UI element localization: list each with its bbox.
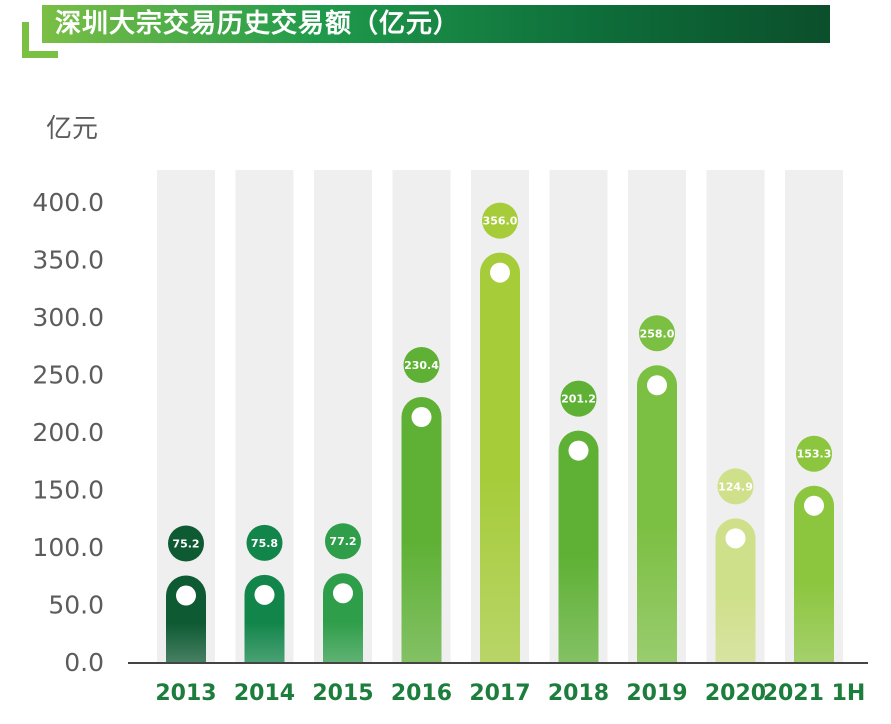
value-badge <box>482 202 518 239</box>
y-tick-label: 200.0 <box>32 418 104 447</box>
data-label: 230.4 <box>404 359 439 372</box>
bar <box>480 252 520 662</box>
bar <box>166 575 206 662</box>
y-tick-label: 400.0 <box>32 188 104 217</box>
data-label: 75.2 <box>172 538 199 551</box>
bar-marker <box>333 583 353 604</box>
x-tick-label: 2013 <box>155 681 216 706</box>
y-tick-label: 50.0 <box>48 591 104 620</box>
bar-marker <box>490 262 510 283</box>
bar <box>244 574 285 662</box>
corner-mark <box>22 22 58 58</box>
x-tick-label: 2018 <box>548 681 609 706</box>
data-label: 201.2 <box>561 393 596 406</box>
y-tick-label: 350.0 <box>32 246 104 275</box>
data-label: 124.9 <box>718 480 753 493</box>
x-tick-label: 2015 <box>312 681 373 706</box>
chart-title: 深圳大宗交易历史交易额（亿元） <box>55 9 461 39</box>
bar-marker <box>411 407 432 428</box>
y-tick-label: 250.0 <box>32 361 104 390</box>
data-label: 356.0 <box>483 215 518 228</box>
bar <box>794 485 834 662</box>
bar-marker <box>725 528 746 549</box>
value-badge <box>168 525 204 562</box>
x-tick-label: 2020 <box>705 681 766 706</box>
bar <box>323 573 363 662</box>
bar <box>637 365 678 662</box>
bar-marker <box>647 375 667 396</box>
x-tick-label: 2016 <box>391 681 452 706</box>
x-tick-label: 2021 1H <box>763 681 866 706</box>
y-tick-label: 150.0 <box>32 476 104 505</box>
y-tick-label: 100.0 <box>32 533 104 562</box>
value-badge <box>717 468 754 505</box>
bar-marker <box>254 584 275 605</box>
bar <box>401 397 442 662</box>
y-tick-label: 0.0 <box>64 648 104 677</box>
bar <box>558 430 599 662</box>
data-label: 153.3 <box>797 448 832 461</box>
value-badge <box>560 380 597 417</box>
y-tick-label: 300.0 <box>32 303 104 332</box>
value-badge <box>639 315 675 352</box>
x-tick-label: 2017 <box>469 681 530 706</box>
bar-marker <box>176 585 196 606</box>
x-tick-label: 2019 <box>626 681 687 706</box>
bar-marker <box>568 440 589 461</box>
bar-marker <box>804 495 824 516</box>
value-badge <box>325 523 361 560</box>
data-label: 75.8 <box>251 537 278 550</box>
title-bar <box>42 5 830 43</box>
x-tick-label: 2014 <box>234 681 295 706</box>
value-badge <box>403 347 440 384</box>
bar <box>715 518 756 662</box>
value-badge <box>796 435 832 472</box>
y-axis-unit-label: 亿元 <box>46 114 99 144</box>
data-label: 77.2 <box>329 535 356 548</box>
data-label: 258.0 <box>640 327 675 340</box>
value-badge <box>246 524 283 561</box>
